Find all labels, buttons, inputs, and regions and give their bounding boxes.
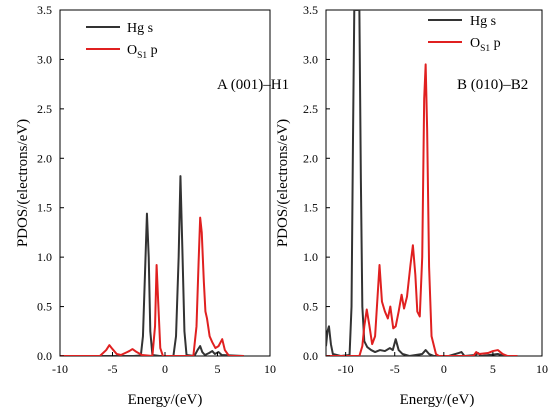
panel-b-legend-os1-tail: p [490, 36, 501, 51]
panel-b: -10 -5 0 5 10 0.0 0.5 1.0 1.5 2.0 2.5 3.0 3.5 Energy… [275, 3, 548, 408]
panel-a-xtick-label: -5 [108, 362, 118, 376]
panel-a-ytick-label: 0.5 [37, 300, 52, 314]
panel-b-ytick-label: 1.0 [303, 250, 318, 264]
panel-a-xtick-label: 0 [162, 362, 168, 376]
panel-b-ytick-label: 0.0 [303, 349, 318, 363]
panel-a-legend-label-os1-p: OS1 p [127, 43, 158, 61]
panel-b-ytick-label: 3.0 [303, 52, 318, 66]
panel-a-ytick-label: 2.0 [37, 151, 52, 165]
panel-b-frame [325, 9, 543, 357]
panel-a-series [60, 175, 244, 356]
panel-a-series-os1-p-line [60, 216, 244, 356]
panel-a-ticks: -10 -5 0 5 10 0.0 0.5 1.0 1.5 2.0 2.5 3.0 3.5 [37, 3, 276, 376]
panel-b-legend-os1-sub: S1 [480, 44, 490, 54]
panel-a-ytick-label: 0.0 [37, 349, 52, 363]
panel-b-xtick-label: 10 [536, 362, 548, 376]
panel-b-ytick-label: 1.5 [303, 201, 318, 215]
panel-a-frame [59, 9, 271, 357]
panel-b-series-hg-s-line [326, 10, 518, 356]
panel-a-legend-os1-tail: p [147, 43, 158, 58]
panel-b-xtick-label: 0 [441, 362, 447, 376]
panel-b-label: B (010)–B2 [457, 77, 528, 93]
panel-b-legend: Hg s OS1 p [428, 14, 501, 54]
panel-a-legend: Hg s OS1 p [86, 21, 158, 61]
panel-b-ytick-label: 2.5 [303, 102, 318, 116]
panel-b-xtick-label: -10 [338, 362, 354, 376]
panel-b-ytick-label: 2.0 [303, 151, 318, 165]
panel-b-legend-label-hg-s: Hg s [470, 14, 496, 29]
panel-b-ylabel: PDOS/(electrons/eV) [275, 119, 291, 247]
panel-a-legend-os1-main: O [127, 43, 137, 58]
panel-b-series [326, 10, 518, 356]
panel-a-ytick-label: 2.5 [37, 102, 52, 116]
panel-b-xtick-label: 5 [490, 362, 496, 376]
panel-a-xtick-label: -10 [52, 362, 68, 376]
panel-a-ytick-label: 1.5 [37, 201, 52, 215]
panel-b-xlabel: Energy/(eV) [400, 392, 475, 408]
panel-a-series-hg-s-line [60, 175, 244, 356]
panel-b-ytick-label: 0.5 [303, 300, 318, 314]
panel-a-ytick-label: 3.5 [37, 3, 52, 17]
panel-a-ytick-label: 1.0 [37, 250, 52, 264]
panel-a-xtick-label: 5 [215, 362, 221, 376]
panel-b-ytick-label: 3.5 [303, 3, 318, 17]
panel-a-legend-label-hg-s: Hg s [127, 21, 153, 36]
panel-b-xtick-label: -5 [390, 362, 400, 376]
panel-a-xtick-label: 10 [264, 362, 276, 376]
panel-a-ylabel: PDOS/(electrons/eV) [15, 119, 31, 247]
panel-a-label: A (001)–H1 [217, 77, 289, 93]
panel-b-ticks: -10 -5 0 5 10 0.0 0.5 1.0 1.5 2.0 2.5 3.0 3.5 [303, 3, 548, 376]
panel-a-xlabel: Energy/(eV) [128, 392, 203, 408]
panel-a-legend-os1-sub: S1 [137, 51, 147, 61]
panel-b-series-os1-p-line [326, 63, 518, 356]
panel-b-legend-os1-main: O [470, 36, 480, 51]
panel-a-ytick-label: 3.0 [37, 52, 52, 66]
panel-b-legend-label-os1-p: OS1 p [470, 36, 501, 54]
panel-a: -10 -5 0 5 10 0.0 0.5 1.0 1.5 2.0 2.5 3.0 3.5 Energy… [15, 3, 289, 408]
